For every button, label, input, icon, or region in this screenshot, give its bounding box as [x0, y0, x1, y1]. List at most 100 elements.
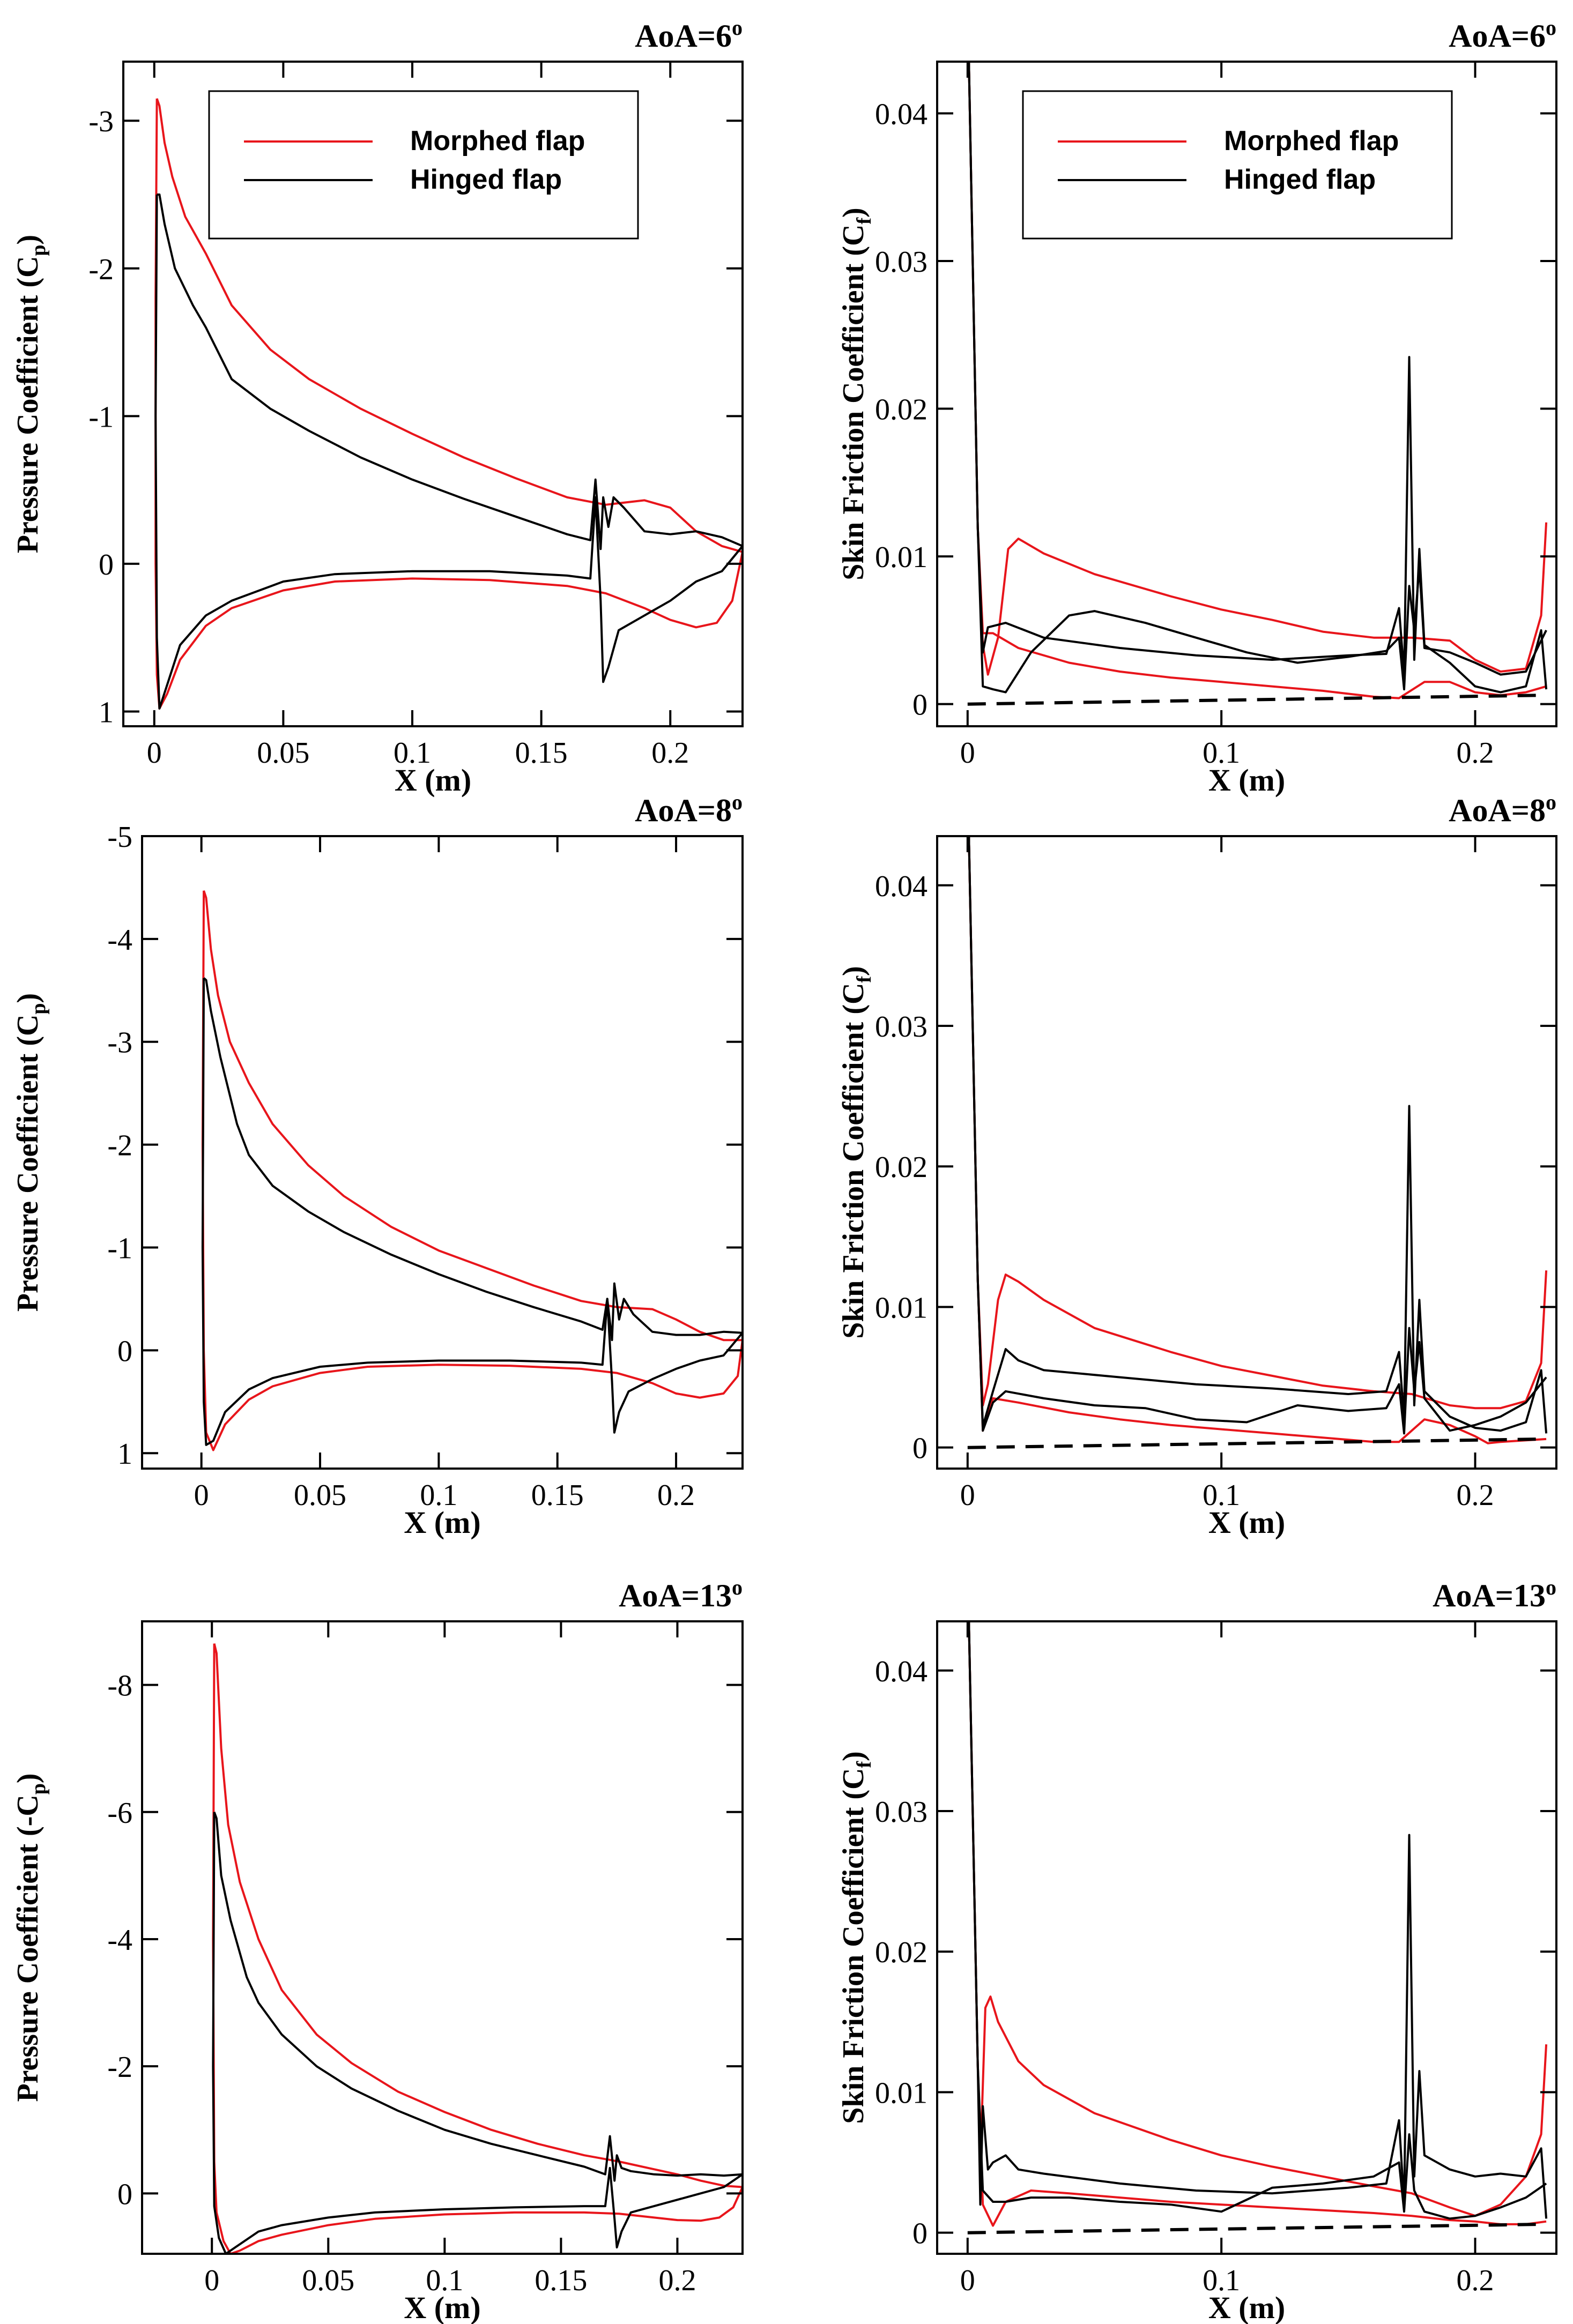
hinged-flap-line	[157, 193, 743, 550]
x-tick-label: 0.15	[515, 736, 568, 770]
x-axis-label: X (m)	[395, 763, 471, 798]
legend: Morphed flap Hinged flap	[208, 90, 639, 240]
y-axis-label: Pressure Coefficient (-Cp)	[11, 1773, 50, 2102]
y-tick-label: -4	[107, 923, 132, 957]
y-axis-label-main: Skin Friction Coefficient (C	[837, 1768, 870, 2124]
y-axis-label: Pressure Coefficient (Cp)	[11, 235, 50, 553]
y-tick-label: 0	[912, 689, 928, 722]
legend-label-morphed: Morphed flap	[1224, 125, 1399, 157]
x-tick-label: 0.05	[302, 2264, 354, 2297]
y-tick-label: -1	[88, 400, 114, 434]
panel-title: AoA=13o	[619, 1575, 743, 1613]
morphed-flap-line	[968, 62, 1548, 676]
panel-title: AoA=8o	[635, 790, 743, 828]
y-tick-label: 0.04	[875, 98, 928, 131]
y-tick-label: 0	[117, 2178, 132, 2211]
x-axis-label: X (m)	[1208, 2290, 1285, 2324]
hinged-flap-line	[968, 836, 1548, 1434]
x-tick-label: 0.1	[394, 736, 431, 770]
plot-frame	[122, 61, 744, 727]
x-axis-label: X (m)	[404, 2290, 480, 2324]
x-axis-label: X (m)	[1208, 763, 1285, 798]
y-axis-label-subscript: p	[27, 1003, 50, 1014]
series-group	[201, 890, 743, 1451]
panel-title-superscript: o	[732, 16, 743, 40]
panel-title: AoA=13o	[1433, 1575, 1556, 1613]
plot-frame	[936, 61, 1557, 727]
x-tick-label: 0.2	[657, 1479, 695, 1512]
x-tick-label: 0	[960, 1479, 975, 1512]
x-axis-label: X (m)	[404, 1505, 480, 1540]
panel-title: AoA=8o	[1449, 790, 1556, 828]
morphed-flap-line	[968, 836, 1548, 1410]
hinged-flap-line	[968, 1621, 1548, 2219]
hinged-flap-line	[201, 978, 743, 1446]
panel-title-superscript: o	[1546, 16, 1556, 40]
x-tick-label: 0.05	[294, 1479, 346, 1512]
y-axis-label-tail: )	[837, 966, 870, 976]
y-tick-label: 0.01	[875, 1291, 928, 1324]
x-tick-label: 0.1	[420, 1479, 457, 1512]
y-tick-label: -8	[107, 1670, 132, 1703]
x-tick-label: 0.2	[658, 2264, 696, 2297]
legend-label-hinged: Hinged flap	[410, 164, 562, 195]
y-tick-label: 0.03	[875, 1010, 928, 1044]
hinged-flap-line	[968, 62, 1547, 694]
morphed-flap-line	[213, 1643, 743, 2188]
x-tick-label: 0.1	[1203, 1479, 1240, 1512]
y-tick-label: -4	[107, 1924, 132, 1957]
y-axis-label-subscript: f	[853, 1761, 875, 1768]
hinged-flap-line	[154, 194, 743, 710]
morphed-flap-line	[201, 890, 743, 1451]
legend-box	[1022, 90, 1453, 240]
y-tick-label: 0.01	[875, 541, 928, 574]
series-group	[967, 62, 1548, 706]
y-tick-label: -3	[107, 1026, 132, 1060]
x-axis-label: X (m)	[1208, 1505, 1285, 1540]
y-axis-label-subscript: p	[27, 1783, 50, 1794]
y-tick-label: -2	[88, 253, 114, 286]
x-tick-label: 0.2	[1457, 736, 1494, 770]
panel-title-superscript: o	[1546, 790, 1556, 814]
chart-cf_aoa8: 0 0.1 0.2 0 0.01 0.02 0.03 0.04 X (m) Skin Fricti…	[837, 790, 1557, 1540]
y-axis-label: Skin Friction Coefficient (Cf)	[837, 207, 875, 580]
y-tick-label: 0	[912, 1432, 928, 1465]
legend-label-morphed: Morphed flap	[410, 125, 585, 157]
zero-reference-line	[967, 2222, 1547, 2234]
y-tick-label: 0	[912, 2217, 928, 2251]
morphed-flap-line	[203, 890, 743, 1342]
panel-title: AoA=6o	[1449, 16, 1556, 54]
plot-frame	[141, 835, 744, 1470]
hinged-flap-line	[968, 1621, 1547, 2220]
panel-title-superscript: o	[1546, 1575, 1556, 1599]
y-tick-label: 0.01	[875, 2076, 928, 2110]
y-tick-label: -2	[107, 1129, 132, 1163]
chart-cf_aoa13: 0 0.1 0.2 0 0.01 0.02 0.03 0.04 X (m) Skin Fricti…	[837, 1575, 1557, 2324]
chart-cf_aoa6: 0 0.1 0.2 0 0.01 0.02 0.03 0.04 X (m) Skin Fricti…	[837, 16, 1557, 798]
y-tick-label: 0.02	[875, 393, 928, 427]
y-axis-label-main: Pressure Coefficient (-C	[11, 1794, 44, 2102]
y-axis-label-tail: )	[11, 993, 44, 1003]
x-tick-label: 0.05	[257, 736, 309, 770]
morphed-flap-line	[212, 1643, 743, 2254]
y-axis-label-main: Skin Friction Coefficient (C	[837, 983, 870, 1339]
y-tick-label: 1	[99, 696, 114, 729]
y-axis-label: Skin Friction Coefficient (Cf)	[837, 1751, 875, 2124]
legend-box	[208, 90, 639, 240]
panel-title-main: AoA=13	[1433, 1578, 1546, 1613]
y-axis-label-tail: )	[11, 235, 44, 245]
hinged-flap-line	[212, 1812, 743, 2254]
x-tick-label: 0.2	[1457, 2264, 1494, 2297]
series-group	[154, 98, 743, 710]
hinged-flap-line	[213, 1812, 743, 2182]
panel-title-main: AoA=8	[1449, 793, 1546, 828]
x-tick-label: 0.15	[531, 1479, 584, 1512]
panel-title-main: AoA=6	[635, 18, 732, 54]
panel-title-main: AoA=6	[1449, 18, 1546, 54]
x-tick-label: 0.1	[426, 2264, 463, 2297]
x-tick-label: 0.1	[1203, 736, 1240, 770]
y-axis-label: Skin Friction Coefficient (Cf)	[837, 966, 875, 1338]
y-tick-label: -1	[107, 1232, 132, 1265]
